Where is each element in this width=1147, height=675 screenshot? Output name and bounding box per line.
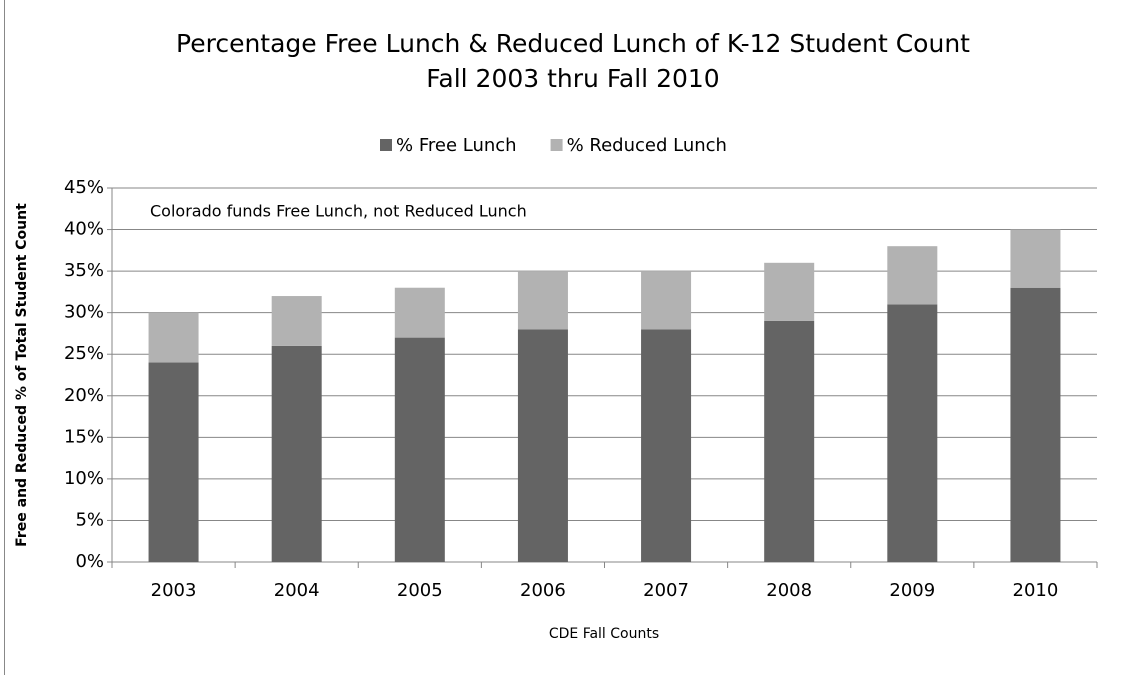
- bar-segment: [1010, 287, 1061, 562]
- y-tick-label: 0%: [75, 551, 104, 572]
- y-tick-label: 25%: [64, 343, 104, 364]
- y-tick-label: 35%: [64, 260, 104, 281]
- x-axis-label: CDE Fall Counts: [549, 626, 659, 642]
- x-tick-label: 2004: [274, 580, 320, 601]
- bar-segment: [271, 296, 322, 346]
- x-tick-label: 2010: [1013, 580, 1059, 601]
- x-tick-label: 2005: [397, 580, 443, 601]
- y-tick-label: 45%: [64, 177, 104, 198]
- y-tick-label: 20%: [64, 385, 104, 406]
- x-tick-label: 2008: [766, 580, 812, 601]
- annotation: Colorado funds Free Lunch, not Reduced L…: [150, 202, 527, 221]
- legend-swatch: [550, 139, 563, 151]
- bar-segment: [887, 304, 938, 562]
- bar-segment: [887, 246, 938, 305]
- bar-segment: [517, 271, 568, 330]
- chart-title: Percentage Free Lunch & Reduced Lunch of…: [176, 29, 970, 58]
- x-tick-label: 2007: [643, 580, 689, 601]
- bar-segment: [148, 362, 199, 562]
- bar-segment: [764, 262, 815, 321]
- bar-segment: [641, 329, 692, 562]
- y-tick-label: 5%: [75, 509, 104, 530]
- x-tick-label: 2006: [520, 580, 566, 601]
- bar-segment: [394, 337, 445, 562]
- y-tick-label: 15%: [64, 426, 104, 447]
- x-tick-label: 2003: [151, 580, 197, 601]
- legend-label: % Reduced Lunch: [567, 135, 727, 156]
- y-tick-label: 40%: [64, 219, 104, 240]
- bar-segment: [1010, 229, 1061, 288]
- chart-subtitle: Fall 2003 thru Fall 2010: [426, 64, 719, 93]
- bar-segment: [764, 320, 815, 562]
- bar-segment: [394, 287, 445, 338]
- legend-swatch: [380, 139, 392, 151]
- y-tick-label: 10%: [64, 468, 104, 489]
- bar-segment: [641, 271, 692, 330]
- bar-segment: [148, 312, 199, 363]
- bar-segment: [271, 345, 322, 562]
- legend-label: % Free Lunch: [396, 135, 517, 156]
- x-tick-label: 2009: [889, 580, 935, 601]
- bar-segment: [517, 329, 568, 562]
- y-tick-label: 30%: [64, 302, 104, 323]
- y-axis-label: Free and Reduced % of Total Student Coun…: [14, 203, 30, 547]
